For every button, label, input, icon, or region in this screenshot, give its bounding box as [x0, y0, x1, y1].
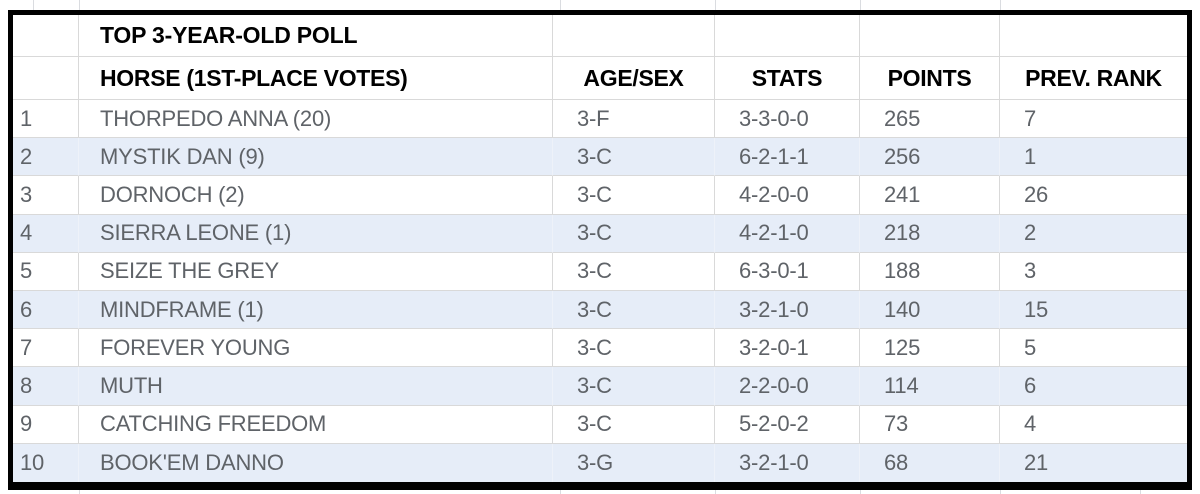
cell-horse[interactable]: MYSTIK DAN (9)	[79, 138, 553, 177]
table-row: 3 DORNOCH (2) 3-C 4-2-0-0 241 26	[13, 176, 1187, 215]
cell-age-sex[interactable]: 3-C	[553, 176, 715, 215]
cell-horse[interactable]: SIERRA LEONE (1)	[79, 214, 553, 253]
header-age-sex[interactable]: AGE/SEX	[553, 57, 715, 100]
cell-prev-rank[interactable]: 7	[1000, 100, 1187, 139]
header-points[interactable]: POINTS	[860, 57, 1000, 100]
cell-rank[interactable]: 4	[13, 214, 79, 253]
cell-horse[interactable]: MINDFRAME (1)	[79, 291, 553, 330]
gridline	[860, 0, 861, 10]
cell-horse[interactable]: SEIZE THE GREY	[79, 252, 553, 292]
cell-stats[interactable]: 4-2-0-0	[715, 176, 860, 215]
gridline	[560, 0, 561, 10]
cell-blank[interactable]	[860, 15, 1000, 57]
gridline	[1000, 490, 1001, 494]
cell-blank[interactable]	[13, 15, 79, 57]
cell-stats[interactable]: 6-3-0-1	[715, 252, 860, 292]
cell-stats[interactable]: 3-3-0-0	[715, 100, 860, 139]
cell-points[interactable]: 114	[860, 367, 1000, 406]
header-stats[interactable]: STATS	[715, 57, 860, 100]
cell-prev-rank[interactable]: 3	[1000, 253, 1187, 292]
cell-blank[interactable]	[715, 15, 860, 57]
cell-horse[interactable]: CATCHING FREEDOM	[79, 405, 553, 444]
cell-horse[interactable]: BOOK'EM DANNO	[79, 443, 553, 483]
cell-points[interactable]: 125	[860, 329, 1000, 368]
cell-prev-rank[interactable]: 4	[1000, 406, 1187, 444]
cell-blank[interactable]	[1000, 15, 1187, 57]
header-prev-rank[interactable]: PREV. RANK	[1000, 57, 1187, 100]
cell-stats[interactable]: 6-2-1-1	[715, 138, 860, 177]
cell-blank[interactable]	[553, 15, 715, 57]
cell-rank[interactable]: 6	[13, 291, 79, 330]
cell-points[interactable]: 218	[860, 214, 1000, 253]
header-horse[interactable]: HORSE (1ST-PLACE VOTES)	[79, 57, 553, 100]
table-row: 7 FOREVER YOUNG 3-C 3-2-0-1 125 5	[13, 329, 1187, 368]
table-row: 10 BOOK'EM DANNO 3-G 3-2-1-0 68 21	[13, 443, 1187, 483]
cell-rank[interactable]: 8	[13, 367, 79, 406]
table-row: 6 MINDFRAME (1) 3-C 3-2-1-0 140 15	[13, 291, 1187, 330]
cell-age-sex[interactable]: 3-C	[553, 138, 715, 177]
cell-age-sex[interactable]: 3-F	[553, 100, 715, 139]
cell-age-sex[interactable]: 3-G	[553, 443, 715, 483]
cell-prev-rank[interactable]: 1	[1000, 138, 1187, 177]
poll-table: TOP 3-YEAR-OLD POLL HORSE (1ST-PLACE VOT…	[8, 10, 1192, 490]
cell-age-sex[interactable]: 3-C	[553, 291, 715, 330]
table-row: 2 MYSTIK DAN (9) 3-C 6-2-1-1 256 1	[13, 138, 1187, 177]
cell-rank[interactable]: 7	[13, 329, 79, 368]
cell-age-sex[interactable]: 3-C	[553, 252, 715, 292]
gridline	[715, 0, 716, 10]
cell-rank[interactable]: 5	[13, 252, 79, 292]
cell-points[interactable]: 265	[860, 100, 1000, 139]
gridline	[33, 0, 34, 10]
cell-stats[interactable]: 3-2-1-0	[715, 443, 860, 483]
cell-points[interactable]: 256	[860, 138, 1000, 177]
header-row: HORSE (1ST-PLACE VOTES) AGE/SEX STATS PO…	[13, 57, 1187, 100]
table-row: 5 SEIZE THE GREY 3-C 6-3-0-1 188 3	[13, 252, 1187, 292]
cell-horse[interactable]: MUTH	[79, 367, 553, 406]
table-row: 8 MUTH 3-C 2-2-0-0 114 6	[13, 367, 1187, 406]
cell-stats[interactable]: 5-2-0-2	[715, 405, 860, 444]
cell-age-sex[interactable]: 3-C	[553, 405, 715, 444]
table-row: 9 CATCHING FREEDOM 3-C 5-2-0-2 73 4	[13, 405, 1187, 444]
cell-prev-rank[interactable]: 2	[1000, 214, 1187, 253]
cell-rank[interactable]: 1	[13, 100, 79, 139]
cell-prev-rank[interactable]: 15	[1000, 291, 1187, 330]
cell-stats[interactable]: 2-2-0-0	[715, 367, 860, 406]
cell-stats[interactable]: 3-2-0-1	[715, 329, 860, 368]
cell-rank[interactable]: 3	[13, 176, 79, 215]
title-row: TOP 3-YEAR-OLD POLL	[13, 15, 1187, 57]
table-row: 4 SIERRA LEONE (1) 3-C 4-2-1-0 218 2	[13, 214, 1187, 253]
table-row: 1 THORPEDO ANNA (20) 3-F 3-3-0-0 265 7	[13, 100, 1187, 139]
cell-prev-rank[interactable]: 21	[1000, 443, 1187, 483]
cell-age-sex[interactable]: 3-C	[553, 214, 715, 253]
cell-points[interactable]: 68	[860, 443, 1000, 483]
gridline	[79, 0, 80, 10]
cell-horse[interactable]: THORPEDO ANNA (20)	[79, 100, 553, 139]
cell-points[interactable]: 241	[860, 176, 1000, 215]
gridline	[1000, 0, 1001, 10]
cell-points[interactable]: 73	[860, 405, 1000, 444]
gridline	[1140, 490, 1141, 494]
gridline	[715, 490, 716, 494]
cell-points[interactable]: 140	[860, 291, 1000, 330]
gridline	[560, 490, 561, 494]
cell-horse[interactable]: DORNOCH (2)	[79, 176, 553, 215]
cell-points[interactable]: 188	[860, 252, 1000, 292]
cell-stats[interactable]: 4-2-1-0	[715, 214, 860, 253]
cell-prev-rank[interactable]: 26	[1000, 176, 1187, 215]
cell-rank[interactable]: 2	[13, 138, 79, 177]
gridline	[860, 490, 861, 494]
cell-age-sex[interactable]: 3-C	[553, 329, 715, 368]
cell-horse[interactable]: FOREVER YOUNG	[79, 329, 553, 368]
gridline	[79, 490, 80, 494]
cell-prev-rank[interactable]: 6	[1000, 367, 1187, 406]
cell-rank[interactable]: 9	[13, 405, 79, 444]
cell-blank[interactable]	[13, 57, 79, 100]
table-title[interactable]: TOP 3-YEAR-OLD POLL	[79, 15, 553, 57]
cell-stats[interactable]: 3-2-1-0	[715, 291, 860, 330]
cell-prev-rank[interactable]: 5	[1000, 329, 1187, 368]
cell-age-sex[interactable]: 3-C	[553, 367, 715, 406]
cell-rank[interactable]: 10	[13, 443, 79, 483]
